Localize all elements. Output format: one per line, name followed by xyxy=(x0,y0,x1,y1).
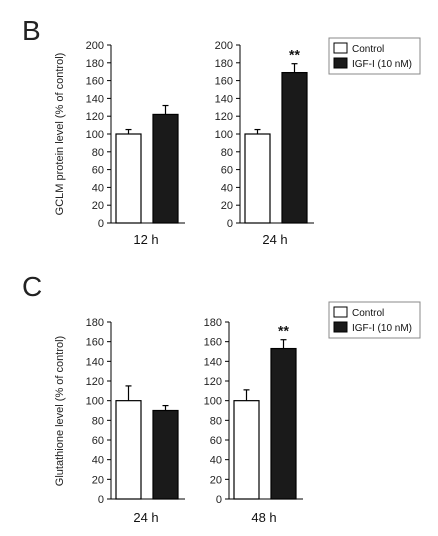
category-label: 24 h xyxy=(133,510,158,525)
y-tick-label: 140 xyxy=(86,93,104,105)
y-tick-label: 200 xyxy=(215,40,233,52)
bar-igf xyxy=(152,409,179,500)
y-tick-label: 40 xyxy=(221,182,233,194)
y-tick-label: 180 xyxy=(86,317,104,329)
y-axis-label: GCLM protein level (% of control) xyxy=(54,53,66,216)
bar-igf xyxy=(281,71,308,224)
category-label: 24 h xyxy=(262,232,287,247)
y-tick-label: 60 xyxy=(92,165,104,177)
y-tick-label: 100 xyxy=(215,129,233,141)
y-tick-label: 60 xyxy=(210,435,222,447)
legend-label-control: Control xyxy=(352,44,384,55)
legend-label-igf: IGF-I (10 nM) xyxy=(352,323,412,334)
subplot-1: 0 20 40 60 80 100 120 140 160 180 200 12 h xyxy=(86,40,185,247)
legend: Control IGF-I (10 nM) xyxy=(328,301,421,339)
bar-igf xyxy=(152,113,179,224)
y-tick-label: 40 xyxy=(92,182,104,194)
subplot-2: 0 20 40 60 80 100 120 140 160 180 ** 48 h xyxy=(204,317,303,525)
subplot-2: 0 20 40 60 80 100 120 140 160 180 200 ** 24 h xyxy=(215,40,314,247)
y-tick-label: 60 xyxy=(92,435,104,447)
y-tick-label: 0 xyxy=(98,494,104,506)
y-tick-label: 80 xyxy=(92,415,104,427)
y-tick-label: 100 xyxy=(204,396,222,408)
bar-control xyxy=(233,400,260,500)
bar-control xyxy=(115,400,142,500)
y-tick-label: 40 xyxy=(210,455,222,467)
y-tick-label: 80 xyxy=(92,147,104,159)
y-tick-label: 120 xyxy=(204,376,222,388)
y-tick-label: 160 xyxy=(86,76,104,88)
y-tick-label: 20 xyxy=(210,474,222,486)
y-tick-label: 100 xyxy=(86,396,104,408)
y-tick-label: 120 xyxy=(86,111,104,123)
y-tick-label: 160 xyxy=(86,337,104,349)
bar-control xyxy=(244,133,271,224)
y-tick-label: 80 xyxy=(221,147,233,159)
category-label: 12 h xyxy=(133,232,158,247)
y-tick-label: 140 xyxy=(215,93,233,105)
y-tick-label: 80 xyxy=(210,415,222,427)
y-tick-label: 200 xyxy=(86,40,104,52)
y-tick-label: 20 xyxy=(92,200,104,212)
panel-c: C Glutathione level (% of control) 0 20 40 60… xyxy=(22,271,421,525)
legend-swatch-control xyxy=(333,42,348,54)
y-tick-label: 40 xyxy=(92,455,104,467)
bar-control xyxy=(115,133,142,224)
legend-swatch-igf xyxy=(333,321,348,333)
y-tick-label: 100 xyxy=(86,129,104,141)
y-tick-label: 160 xyxy=(204,337,222,349)
y-tick-label: 20 xyxy=(221,200,233,212)
panel-letter: B xyxy=(22,15,41,46)
legend-label-control: Control xyxy=(352,308,384,319)
y-tick-label: 0 xyxy=(227,218,233,230)
y-tick-label: 120 xyxy=(86,376,104,388)
y-tick-label: 20 xyxy=(92,474,104,486)
y-tick-label: 140 xyxy=(86,356,104,368)
panel-letter: C xyxy=(22,271,42,302)
legend-swatch-igf xyxy=(333,57,348,69)
legend-swatch-control xyxy=(333,306,348,318)
category-label: 48 h xyxy=(251,510,276,525)
legend: Control IGF-I (10 nM) xyxy=(328,37,421,75)
y-tick-label: 0 xyxy=(216,494,222,506)
y-tick-label: 0 xyxy=(98,218,104,230)
y-tick-label: 120 xyxy=(215,111,233,123)
significance-marker: ** xyxy=(278,323,289,339)
y-axis-label: Glutathione level (% of control) xyxy=(54,336,66,486)
legend-label-igf: IGF-I (10 nM) xyxy=(352,59,412,70)
panel-b: B GCLM protein level (% of control) 0 20 40 6… xyxy=(22,15,421,247)
y-tick-label: 160 xyxy=(215,76,233,88)
bar-igf xyxy=(270,347,297,500)
y-tick-label: 180 xyxy=(215,58,233,70)
y-tick-label: 180 xyxy=(204,317,222,329)
subplot-1: 0 20 40 60 80 100 120 140 160 180 24 h xyxy=(86,317,185,525)
y-tick-label: 60 xyxy=(221,165,233,177)
significance-marker: ** xyxy=(289,47,300,63)
y-tick-label: 140 xyxy=(204,356,222,368)
y-tick-label: 180 xyxy=(86,58,104,70)
